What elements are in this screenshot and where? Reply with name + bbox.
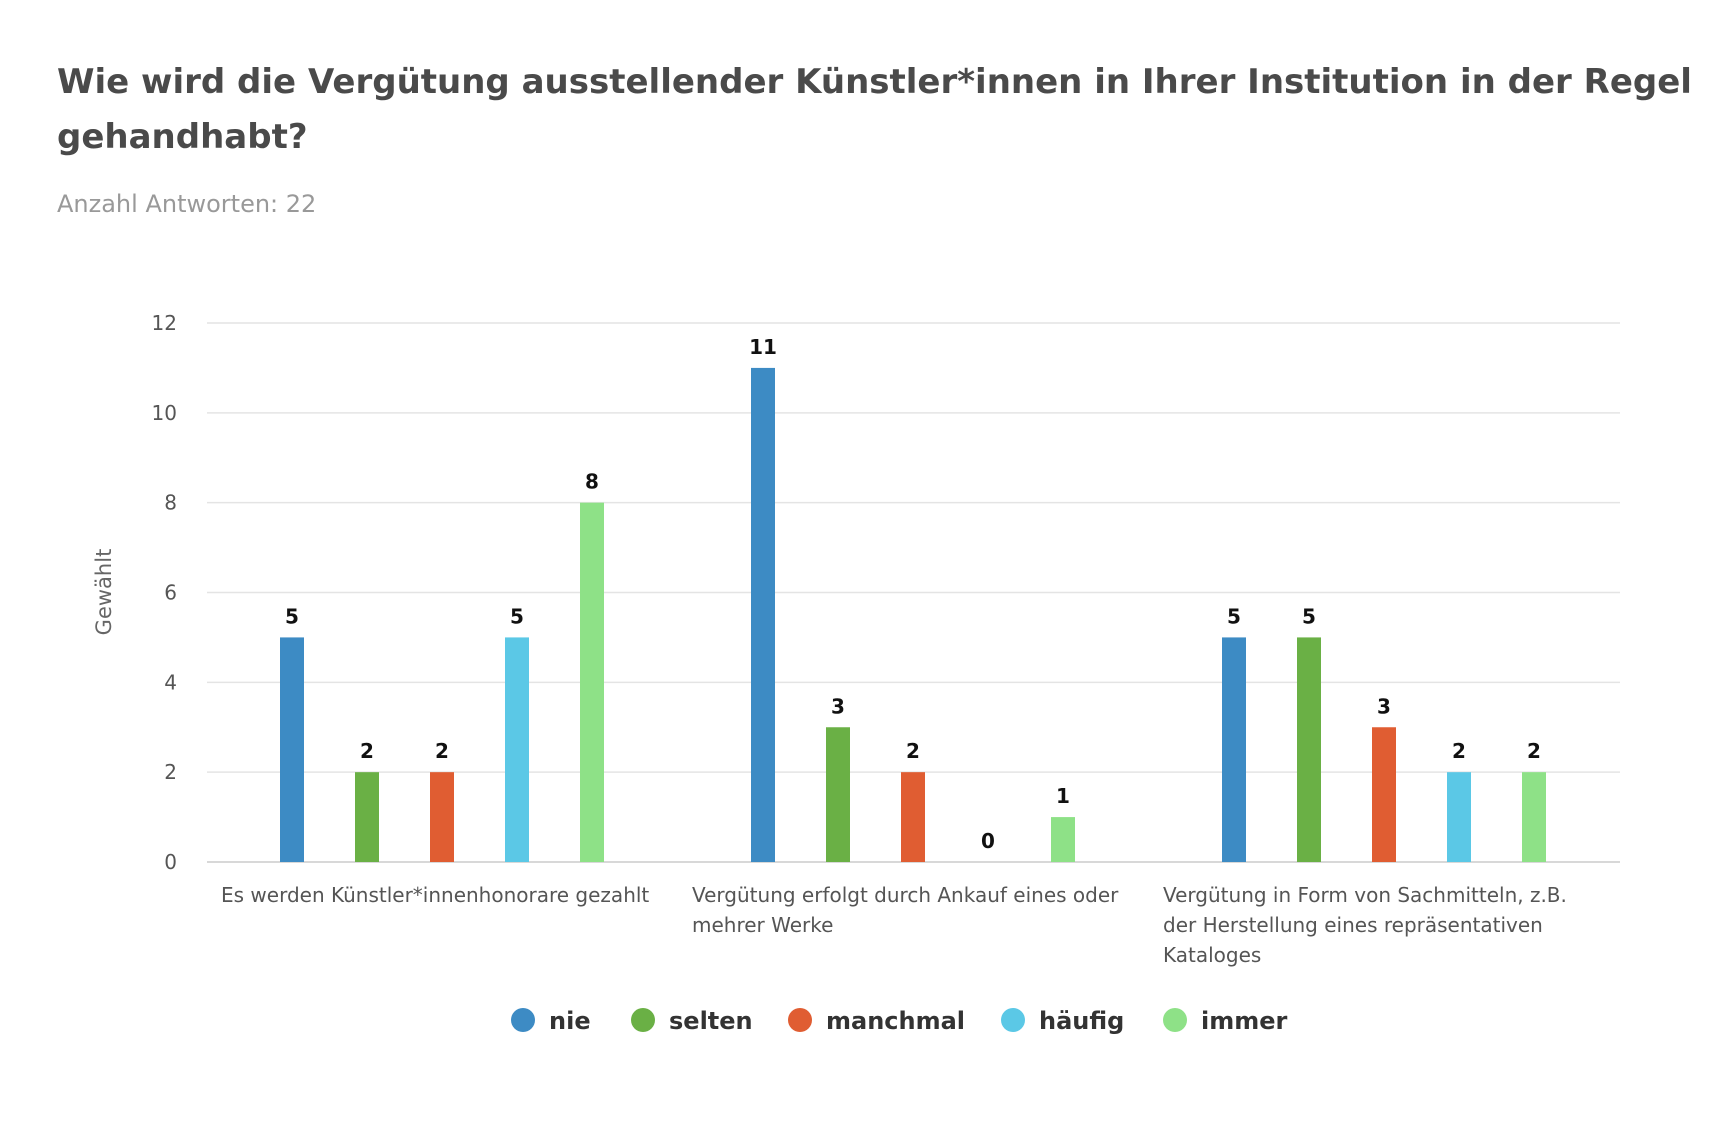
bars: [280, 367, 1546, 862]
category-label-line: Es werden Künstler*innenhonorare gezahlt: [221, 883, 649, 907]
data-label: 3: [1377, 694, 1391, 718]
data-label: 2: [1527, 739, 1541, 763]
category-label-line: Vergütung in Form von Sachmitteln, z.B.: [1163, 883, 1567, 907]
legend-marker: [511, 1008, 535, 1032]
legend-marker: [1163, 1008, 1187, 1032]
bar-immer-2[interactable]: [1051, 817, 1075, 862]
bar-nie-1[interactable]: [280, 637, 304, 862]
y-axis-label: Gewählt: [92, 549, 116, 636]
category-labels: Es werden Künstler*innenhonorare gezahlt…: [221, 883, 1567, 967]
y-tick-label: 4: [164, 670, 177, 694]
y-axis-ticks: 0 2 4 6 8 10 12: [152, 311, 177, 874]
legend-marker: [1001, 1008, 1025, 1032]
bar-immer-1[interactable]: [580, 502, 604, 862]
legend-item-manchmal[interactable]: manchmal: [788, 1007, 965, 1035]
legend-label: immer: [1201, 1007, 1288, 1035]
data-label: 2: [435, 739, 449, 763]
bar-nie-2[interactable]: [751, 367, 775, 862]
y-tick-label: 6: [164, 581, 177, 605]
data-labels: 5 2 2 5 8 11 3 2 0 1 5 5 3 2 2: [285, 335, 1541, 853]
legend-label: nie: [549, 1007, 591, 1035]
legend[interactable]: nie selten manchmal häufig immer: [511, 1007, 1288, 1035]
legend-item-nie[interactable]: nie: [511, 1007, 591, 1035]
bar-selten-3[interactable]: [1297, 637, 1321, 862]
legend-item-immer[interactable]: immer: [1163, 1007, 1288, 1035]
bar-selten-2[interactable]: [826, 727, 850, 862]
legend-marker: [788, 1008, 812, 1032]
category-label-line: Vergütung erfolgt durch Ankauf eines ode…: [692, 883, 1119, 907]
bar-selten-1[interactable]: [355, 772, 379, 862]
chart-subtitle: Anzahl Antworten: 22: [57, 190, 316, 218]
bar-nie-3[interactable]: [1222, 637, 1246, 862]
legend-marker: [631, 1008, 655, 1032]
y-tick-label: 2: [164, 760, 177, 784]
y-tick-label: 12: [152, 311, 177, 335]
data-label: 1: [1056, 784, 1070, 808]
legend-label: manchmal: [826, 1007, 965, 1035]
data-label: 0: [981, 829, 995, 853]
category-label: Vergütung in Form von Sachmitteln, z.B. d…: [1163, 883, 1567, 967]
data-label: 5: [1227, 604, 1241, 628]
bar-manchmal-1[interactable]: [430, 772, 454, 862]
y-tick-label: 10: [152, 401, 177, 425]
data-label: 2: [360, 739, 374, 763]
data-label: 3: [831, 694, 845, 718]
category-label-line: mehrer Werke: [692, 913, 833, 937]
legend-item-häufig[interactable]: häufig: [1001, 1007, 1124, 1035]
category-label: Vergütung erfolgt durch Ankauf eines ode…: [692, 883, 1119, 937]
data-label: 5: [285, 604, 299, 628]
category-label-line: Kataloges: [1163, 943, 1261, 967]
data-label: 11: [749, 335, 777, 359]
bar-häufig-1[interactable]: [505, 637, 529, 862]
category-label: Es werden Künstler*innenhonorare gezahlt: [221, 883, 649, 907]
chart-title-line-1: Wie wird die Vergütung ausstellender Kün…: [57, 62, 1692, 102]
data-label: 5: [510, 604, 524, 628]
legend-label: selten: [669, 1007, 753, 1035]
y-tick-label: 8: [164, 491, 177, 515]
bar-häufig-3[interactable]: [1447, 772, 1471, 862]
data-label: 5: [1302, 604, 1316, 628]
bar-manchmal-3[interactable]: [1372, 727, 1396, 862]
y-tick-label: 0: [164, 850, 177, 874]
bar-immer-3[interactable]: [1522, 772, 1546, 862]
legend-label: häufig: [1039, 1007, 1124, 1035]
data-label: 2: [1452, 739, 1466, 763]
data-label: 2: [906, 739, 920, 763]
data-label: 8: [585, 470, 599, 494]
legend-item-selten[interactable]: selten: [631, 1007, 753, 1035]
category-label-line: der Herstellung eines repräsentativen: [1163, 913, 1543, 937]
chart-title-line-2: gehandhabt?: [57, 117, 308, 157]
bar-manchmal-2[interactable]: [901, 772, 925, 862]
